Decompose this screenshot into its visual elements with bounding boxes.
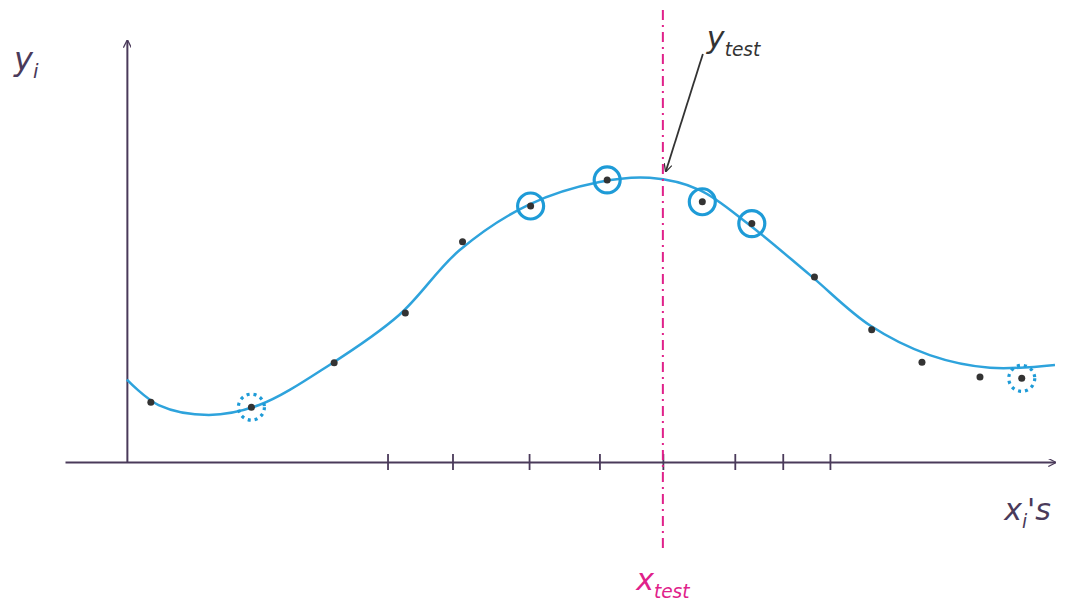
point-label-main: y bbox=[706, 20, 726, 55]
data-point bbox=[248, 404, 255, 411]
x-axis-title: xi's bbox=[1003, 492, 1051, 532]
data-point bbox=[699, 198, 706, 205]
data-point bbox=[868, 326, 875, 333]
point-label: ytest bbox=[706, 20, 761, 60]
neighbour-ring bbox=[594, 167, 620, 193]
reference-label: xtest bbox=[635, 562, 690, 602]
plot-area bbox=[127, 167, 1055, 420]
data-point bbox=[918, 359, 925, 366]
curve bbox=[127, 177, 1055, 414]
x-tick-mark bbox=[599, 454, 601, 470]
point-arrow bbox=[666, 54, 703, 171]
x-axis-line bbox=[66, 462, 1056, 464]
data-point bbox=[147, 399, 154, 406]
neighbour-ring bbox=[238, 394, 264, 420]
data-point bbox=[748, 220, 755, 227]
x-tick bbox=[783, 454, 784, 470]
data-point bbox=[1018, 375, 1025, 382]
x-tick bbox=[388, 454, 389, 470]
neighbour-ring bbox=[1009, 365, 1035, 391]
data-point bbox=[811, 274, 818, 281]
x-tick bbox=[452, 454, 453, 470]
x-tick bbox=[599, 454, 600, 470]
reference-label-main: x bbox=[635, 562, 654, 597]
reference-line bbox=[662, 10, 664, 548]
point-label-sub: test bbox=[725, 39, 761, 60]
x-tick-mark bbox=[734, 454, 736, 470]
data-point bbox=[331, 359, 338, 366]
neighbour-ring bbox=[689, 189, 715, 215]
y-axis-title: yi bbox=[13, 40, 39, 83]
x-axis-title-main: x bbox=[1003, 492, 1022, 527]
data-point bbox=[402, 309, 409, 316]
chart: yixi'sytestxtest bbox=[0, 0, 1065, 615]
x-axis-title-suffix: 's bbox=[1027, 492, 1051, 527]
x-axis bbox=[66, 454, 1056, 470]
y-axis-title-main: y bbox=[13, 40, 34, 78]
neighbour-ring bbox=[518, 193, 544, 219]
x-tick bbox=[830, 454, 831, 470]
x-tick bbox=[529, 454, 530, 470]
x-tick-mark bbox=[529, 454, 531, 470]
x-tick-mark bbox=[782, 454, 784, 470]
x-tick bbox=[735, 454, 736, 470]
data-point bbox=[527, 202, 534, 209]
data-point bbox=[604, 176, 611, 183]
data-point bbox=[459, 238, 466, 245]
x-tick-mark bbox=[452, 454, 454, 470]
data-point bbox=[976, 373, 983, 380]
neighbour-ring bbox=[739, 211, 765, 237]
x-tick-mark bbox=[830, 454, 832, 470]
y-axis-title-sub: i bbox=[33, 60, 39, 83]
x-tick-mark bbox=[387, 454, 389, 470]
y-axis bbox=[127, 41, 128, 463]
y-axis-line bbox=[126, 41, 128, 463]
reference-label-sub: test bbox=[654, 581, 690, 602]
